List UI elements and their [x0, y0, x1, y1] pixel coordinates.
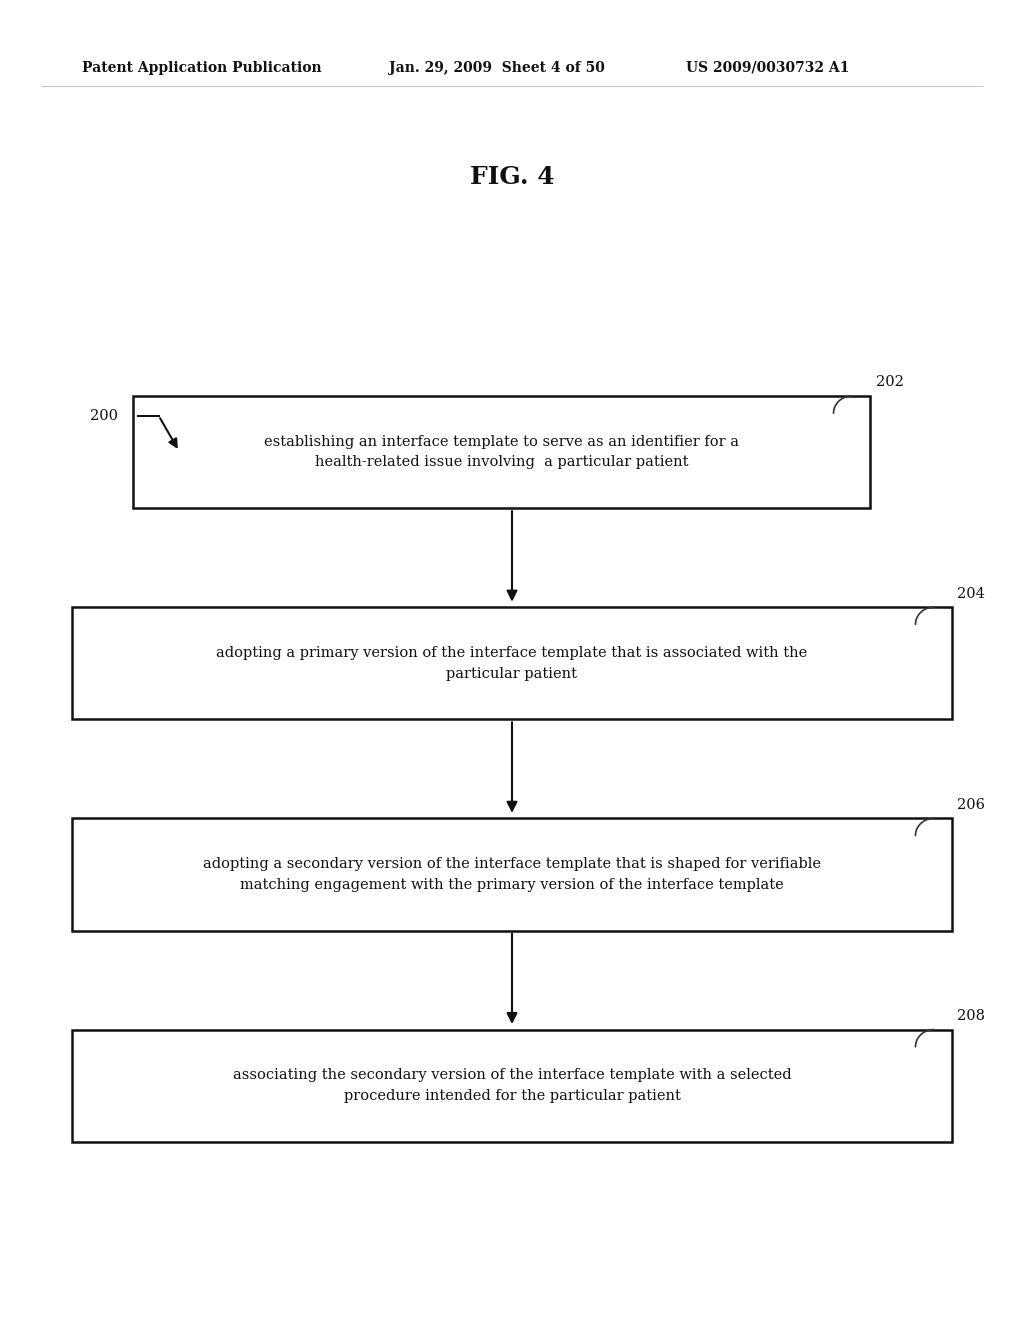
Bar: [72, 1030, 952, 1142]
Text: associating the secondary version of the interface template with a selected
proc: associating the secondary version of the…: [232, 1068, 792, 1104]
Text: Jan. 29, 2009  Sheet 4 of 50: Jan. 29, 2009 Sheet 4 of 50: [389, 61, 605, 75]
Text: FIG. 4: FIG. 4: [470, 165, 554, 189]
Text: US 2009/0030732 A1: US 2009/0030732 A1: [686, 61, 850, 75]
Text: adopting a secondary version of the interface template that is shaped for verifi: adopting a secondary version of the inte…: [203, 857, 821, 892]
Bar: [133, 396, 870, 508]
Text: establishing an interface template to serve as an identifier for a
health-relate: establishing an interface template to se…: [264, 434, 739, 470]
Text: 204: 204: [957, 586, 985, 601]
Text: 206: 206: [957, 797, 985, 812]
Text: 202: 202: [876, 375, 903, 389]
Bar: [72, 818, 952, 931]
Text: 200: 200: [90, 409, 118, 422]
Text: 208: 208: [957, 1008, 985, 1023]
Text: Patent Application Publication: Patent Application Publication: [82, 61, 322, 75]
Text: adopting a primary version of the interface template that is associated with the: adopting a primary version of the interf…: [216, 645, 808, 681]
Bar: [72, 607, 952, 719]
